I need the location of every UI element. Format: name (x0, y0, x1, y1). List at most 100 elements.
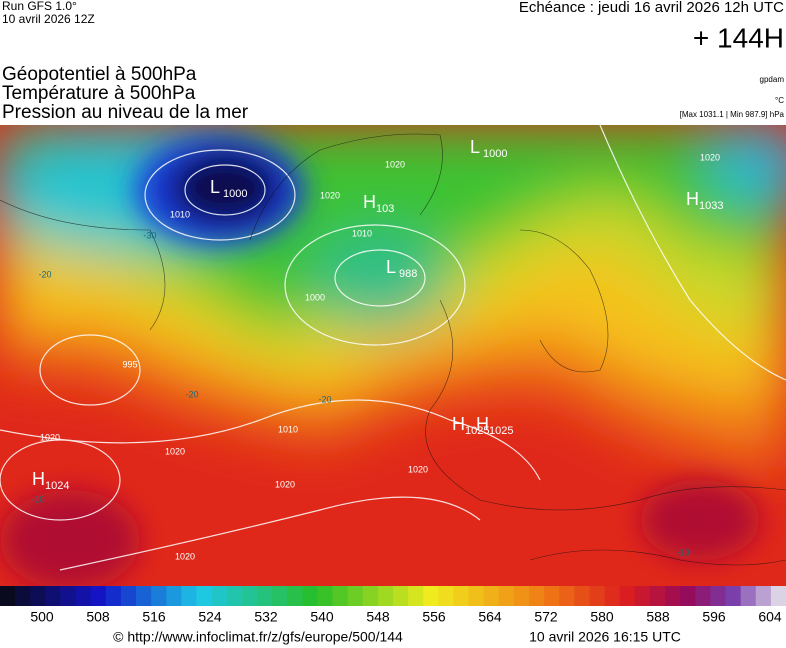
colorbar-label: 524 (198, 609, 222, 625)
colorbar-label: 604 (758, 609, 782, 625)
colorbar-cell (408, 586, 424, 606)
layer: Géopotentiel à 500hPa (2, 64, 197, 85)
colorbar-cell (423, 586, 439, 606)
isobar-label: 1020 (275, 479, 295, 489)
colorbar-cell (529, 586, 545, 606)
colorbar-cell (332, 586, 349, 606)
center-letter: L (386, 257, 396, 277)
isobar-label: 1010 (352, 228, 372, 238)
colorbar-cell (559, 586, 575, 606)
colorbar-label: 572 (534, 609, 558, 625)
run-date: 10 avril 2026 12Z (2, 12, 95, 26)
colorbar-cell (453, 586, 470, 606)
colorbar-cell (377, 586, 394, 606)
colorbar-cell (105, 586, 122, 606)
colorbar-label: 508 (86, 609, 110, 625)
colorbar-cell (302, 586, 318, 606)
colorbar-cell (665, 586, 681, 606)
temperature-label: -20 (318, 394, 331, 404)
isobar-label: 1020 (165, 446, 185, 456)
colorbar-cell (362, 586, 379, 606)
isobar-label: 1020 (385, 159, 405, 169)
center-value: 1024 (45, 480, 69, 492)
colorbar-cell (151, 586, 167, 606)
colorbar-cell (241, 586, 258, 606)
temperature-label: -30 (143, 230, 156, 240)
colorbar-cell (90, 586, 107, 606)
colorbar-label: 548 (366, 609, 390, 625)
temperature-label: -10 (31, 494, 44, 504)
colorbar-label: 564 (478, 609, 502, 625)
colorbar-label: 500 (30, 609, 54, 625)
isobar-label: 1010 (170, 209, 190, 219)
colorbar-cell (755, 586, 772, 606)
colorbar-cell (181, 586, 197, 606)
unit: [Max 1031.1 | Min 987.9] hPa (680, 110, 785, 119)
colorbar-cell (211, 586, 228, 606)
generated: 10 avril 2026 16:15 UTC (529, 629, 681, 645)
colorbar-cell (619, 586, 636, 606)
run: Run GFS 1.0° (2, 0, 77, 13)
colorbar-cell (136, 586, 152, 606)
source: © http://www.infoclimat.fr/z/gfs/europe/… (113, 629, 403, 645)
colorbar-cell (45, 586, 61, 606)
colorbar-cell (544, 586, 560, 606)
center-letter: L (470, 137, 480, 157)
colorbar-cell (589, 586, 606, 606)
colorbar-cell (30, 586, 46, 606)
colorbar-cell (393, 586, 409, 606)
center-letter: L (210, 177, 220, 197)
colorbar-cell (740, 586, 757, 606)
isobar-label: 1020 (408, 464, 428, 474)
colorbar-cell (15, 586, 31, 606)
colorbar-cell (347, 586, 364, 606)
center-value: 1000 (483, 148, 507, 160)
colorbar-cell (468, 586, 485, 606)
colorbar-label: 516 (142, 609, 166, 625)
colorbar-cell (513, 586, 530, 606)
temperature-label: -10 (676, 547, 689, 557)
center-letter: H (32, 469, 45, 489)
center-value: 1025 (489, 425, 513, 437)
colorbar-cell (287, 586, 303, 606)
colorbar-cell (483, 586, 500, 606)
unit: gpdam (760, 75, 785, 84)
isobar-label: 1010 (278, 424, 298, 434)
isobar-label: 1020 (320, 190, 340, 200)
isobar-label: 1020 (700, 152, 720, 162)
colorbar-cell (60, 586, 77, 606)
center-letter: H (452, 414, 465, 434)
isobar-label: 1020 (40, 432, 60, 442)
colorbar-label: 596 (702, 609, 726, 625)
colorbar-cell (498, 586, 515, 606)
colorbar-label: 556 (422, 609, 446, 625)
colorbar-cell (166, 586, 182, 606)
colorbar-label: 588 (646, 609, 670, 625)
temperature-label: -20 (185, 389, 198, 399)
colorbar-label: 580 (590, 609, 614, 625)
temperature-label: -20 (38, 269, 51, 279)
colorbar-cell (725, 586, 742, 606)
isobar-label: 995 (122, 359, 137, 369)
colorbar-cell (0, 586, 16, 606)
colorbar-cell (438, 586, 454, 606)
layer: Pression au niveau de la mer (2, 102, 249, 123)
colorbar-cell (710, 586, 727, 606)
colorbar-cell (226, 586, 243, 606)
lead-time: + 144H (693, 22, 784, 53)
valid-time: Echéance : jeudi 16 avril 2026 12h UTC (519, 0, 784, 16)
colorbar-label: 532 (254, 609, 278, 625)
colorbar-cell (770, 586, 786, 606)
center-letter: H (686, 189, 699, 209)
unit: °C (775, 96, 784, 105)
colorbar-cell (695, 586, 711, 606)
center-letter: H (363, 192, 376, 212)
center-value: 1000 (223, 188, 247, 200)
center-value: 1033 (699, 200, 723, 212)
center-letter: H (476, 414, 489, 434)
colorbar-cell (680, 586, 696, 606)
colorbar-cell (604, 586, 621, 606)
layer: Température à 500hPa (2, 83, 196, 104)
colorbar-cell (317, 586, 334, 606)
